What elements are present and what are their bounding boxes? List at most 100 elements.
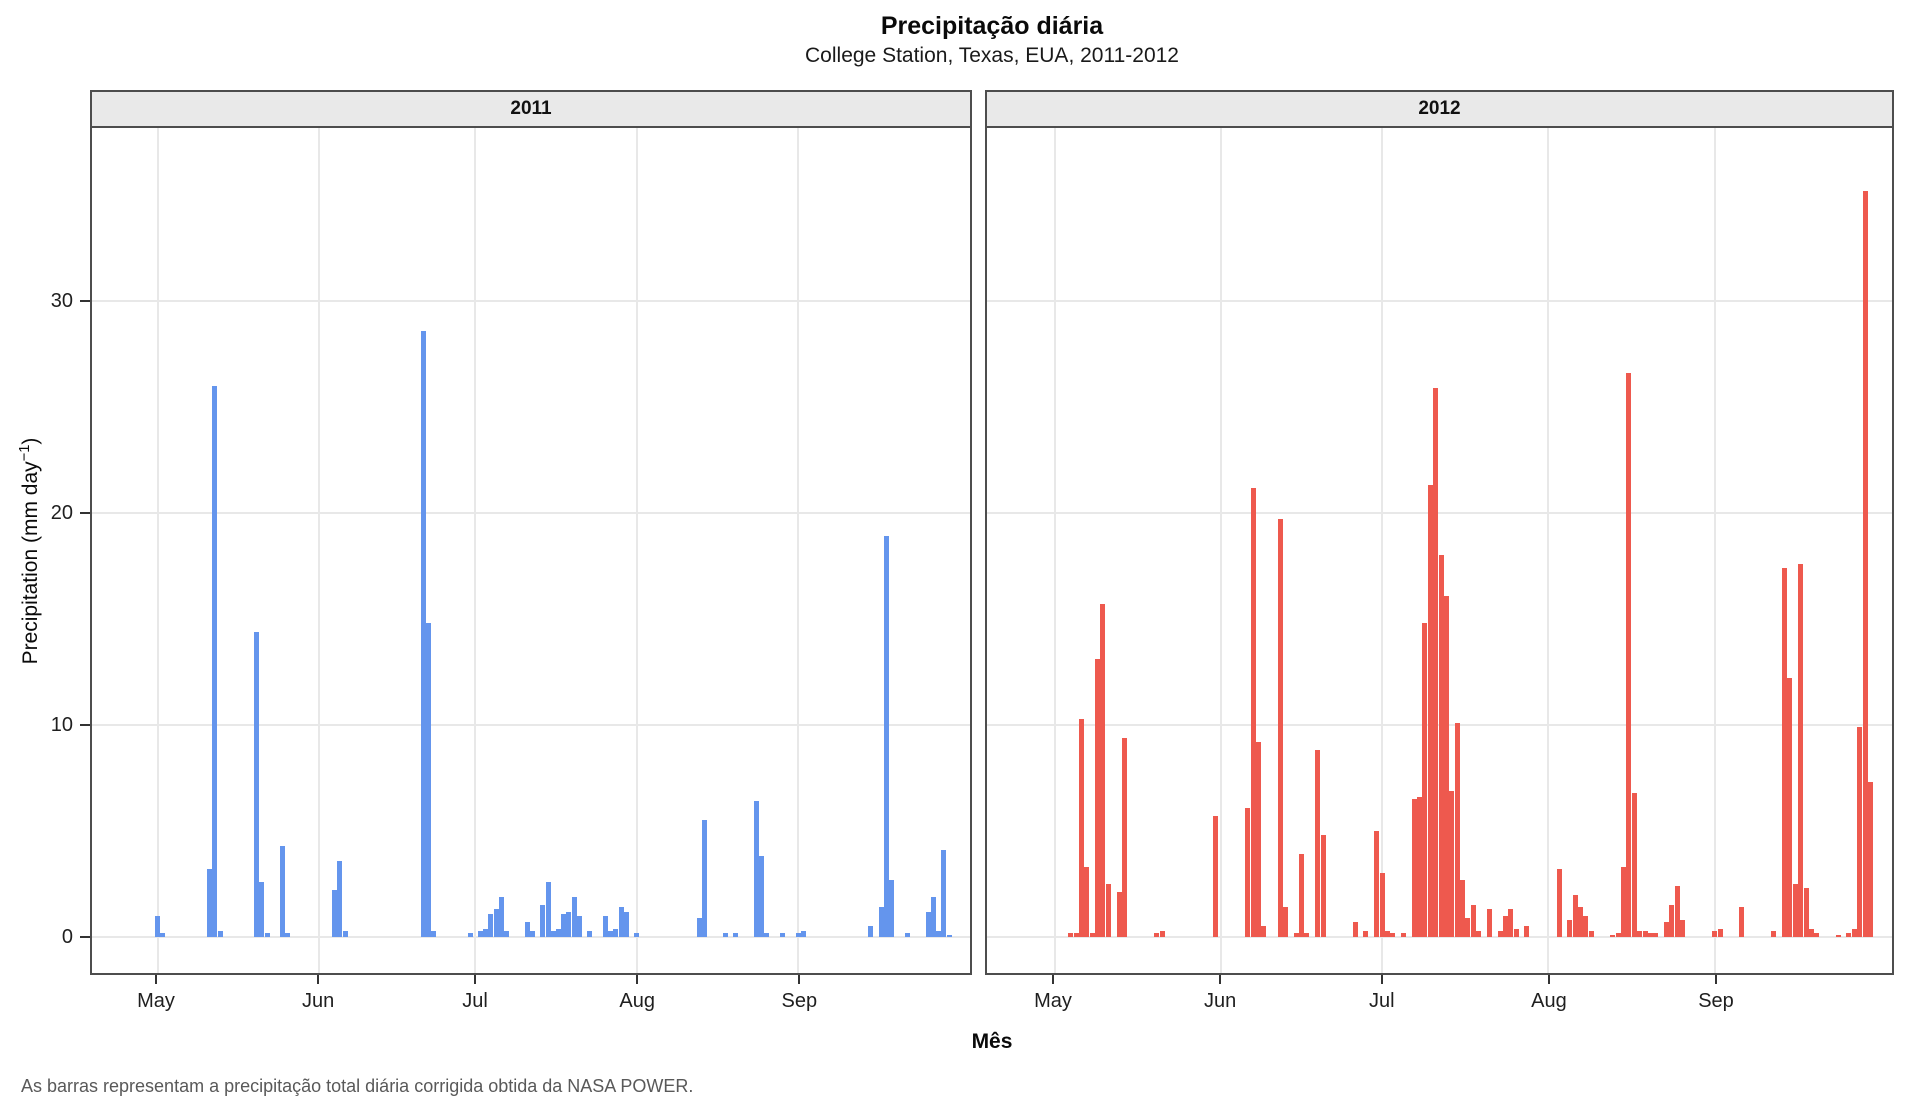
bar xyxy=(1615,932,1621,937)
bar xyxy=(1502,915,1508,937)
bar xyxy=(1073,932,1079,937)
gridline-v-Aug xyxy=(635,128,638,973)
bar xyxy=(280,845,286,937)
bar xyxy=(1803,888,1809,937)
gridline-h-20 xyxy=(92,512,970,514)
x-tick-label: Sep xyxy=(1698,990,1734,1012)
gridline-v-Jul xyxy=(474,128,477,973)
x-tick-label: Jun xyxy=(301,990,335,1012)
bar xyxy=(493,909,499,937)
bar xyxy=(160,932,166,937)
bar xyxy=(759,856,765,937)
bar xyxy=(259,881,265,937)
bar xyxy=(1631,792,1637,937)
gridline-v-May xyxy=(156,128,159,973)
y-tick-30 xyxy=(80,300,90,302)
x-tick-label: Jul xyxy=(462,990,488,1012)
bar xyxy=(1782,568,1788,937)
chart-caption: As barras representam a precipitação tot… xyxy=(21,1076,694,1096)
bar xyxy=(217,930,223,937)
bar xyxy=(618,907,624,937)
bar xyxy=(1213,816,1219,937)
bar xyxy=(1320,835,1326,937)
bar xyxy=(1363,930,1369,937)
bar xyxy=(1411,799,1417,937)
bar xyxy=(602,915,608,937)
bar xyxy=(946,934,952,937)
bar xyxy=(1578,907,1584,937)
bar xyxy=(155,915,161,937)
x-tick-label: May xyxy=(1034,990,1072,1012)
x-tick-2011-Jun xyxy=(317,975,320,984)
bar xyxy=(1556,869,1562,937)
bar xyxy=(1470,905,1476,937)
bar xyxy=(1524,926,1530,937)
bar xyxy=(1867,782,1873,937)
bar xyxy=(1513,928,1519,937)
bar xyxy=(1384,930,1390,937)
bar xyxy=(868,926,874,937)
bar xyxy=(431,930,437,937)
bar xyxy=(1277,519,1283,937)
y-tick-label: 0 xyxy=(61,926,73,948)
gridline-h-0 xyxy=(92,936,970,938)
bar xyxy=(1497,930,1503,937)
bar xyxy=(800,930,806,937)
bar xyxy=(1401,932,1407,937)
bar xyxy=(254,631,260,937)
bar xyxy=(1379,873,1385,937)
bar xyxy=(1572,894,1578,937)
bar xyxy=(1449,790,1455,937)
bar xyxy=(342,930,348,937)
bar xyxy=(634,932,640,937)
bar xyxy=(1567,920,1573,937)
bar xyxy=(1079,718,1085,937)
bar xyxy=(1427,485,1433,937)
bar xyxy=(1739,907,1745,937)
gridline-v-Jun xyxy=(318,128,321,973)
bar xyxy=(1293,932,1299,937)
bar xyxy=(1647,932,1653,937)
bar xyxy=(1680,920,1686,937)
bar xyxy=(1299,854,1305,937)
bar xyxy=(1121,737,1127,937)
gridline-v-Sep xyxy=(797,128,800,973)
gridline-h-10 xyxy=(92,724,970,726)
bar xyxy=(764,932,770,937)
bar xyxy=(701,820,707,937)
bar xyxy=(1084,867,1090,937)
y-axis-title: Precipitation (mm day−1) xyxy=(17,437,42,665)
bar xyxy=(936,930,942,937)
bar xyxy=(1454,722,1460,937)
x-tick-label: Aug xyxy=(619,990,655,1012)
bar xyxy=(623,911,629,937)
x-tick-label: May xyxy=(137,990,175,1012)
x-tick-2012-Jun xyxy=(1219,975,1222,984)
bar xyxy=(587,930,593,937)
bar xyxy=(1637,930,1643,937)
bar xyxy=(1256,741,1262,937)
bar xyxy=(733,932,739,937)
bar xyxy=(1422,623,1428,937)
gridline-v-Jul xyxy=(1381,128,1384,973)
bar xyxy=(1095,659,1101,937)
bar xyxy=(332,890,338,937)
bar xyxy=(571,896,577,937)
x-tick-2011-Sep xyxy=(798,975,801,984)
bar xyxy=(477,930,483,937)
bar xyxy=(889,879,895,937)
bar xyxy=(1771,930,1777,937)
x-tick-2012-Aug xyxy=(1547,975,1550,984)
bar xyxy=(1626,373,1632,937)
bar xyxy=(1352,922,1358,937)
x-axis-title: Mês xyxy=(971,1030,1013,1053)
gridline-h-30 xyxy=(92,300,970,302)
gridline-v-Jun xyxy=(1220,128,1223,973)
bar xyxy=(1588,930,1594,937)
bar xyxy=(1835,934,1841,937)
bar xyxy=(566,911,572,937)
bar xyxy=(483,928,489,937)
bar xyxy=(1787,678,1793,937)
bar xyxy=(1476,930,1482,937)
y-tick-label: 10 xyxy=(50,714,73,736)
